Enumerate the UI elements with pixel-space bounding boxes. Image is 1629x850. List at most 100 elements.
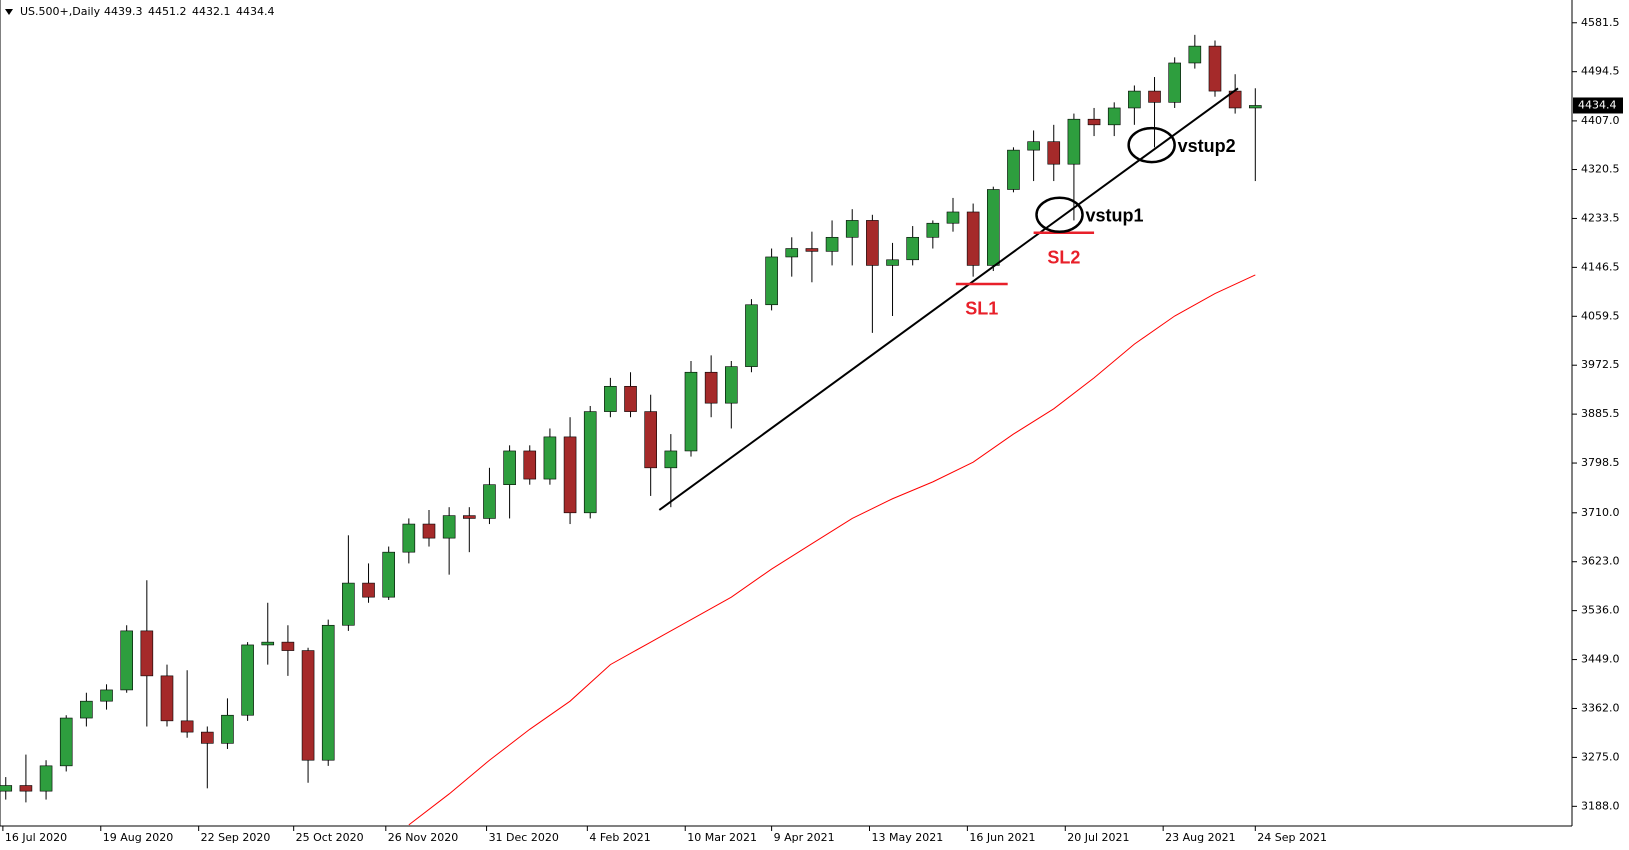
x-tick-label: 23 Aug 2021: [1165, 831, 1235, 844]
candle-body: [906, 236, 919, 261]
header-value: 4434.4: [236, 5, 275, 18]
candle-body: [1248, 105, 1262, 109]
x-tick-label: 24 Sep 2021: [1257, 831, 1327, 844]
y-tick-label: 3362.0: [1581, 701, 1620, 714]
moving-average: [408, 274, 1256, 826]
candle-body: [442, 515, 456, 539]
x-tick-label: 4 Feb 2021: [589, 831, 650, 844]
candle-body: [100, 689, 113, 702]
candle-body: [704, 371, 718, 404]
x-tick-label: 16 Jun 2021: [969, 831, 1035, 844]
candle-body: [583, 411, 597, 514]
x-tick-label: 9 Apr 2021: [774, 831, 835, 844]
trendline: [658, 87, 1239, 511]
candle-body: [523, 450, 537, 480]
candle-body: [745, 304, 758, 367]
y-tick-label: 4494.5: [1581, 65, 1620, 78]
candle-body: [39, 765, 53, 792]
header-value: 4451.2: [148, 5, 187, 18]
x-tick-label: 31 Dec 2020: [489, 831, 559, 844]
y-tick-label: 3623.0: [1581, 555, 1620, 568]
stop-label: SL1: [965, 299, 998, 319]
candle-body: [0, 785, 13, 792]
candle-body: [281, 641, 295, 651]
y-tick-label: 4233.5: [1581, 211, 1620, 224]
candle-body: [1027, 141, 1040, 151]
candle-body: [321, 624, 335, 761]
y-tick-label: 3449.0: [1581, 653, 1620, 666]
candle-body: [543, 436, 557, 480]
candle-body: [120, 630, 133, 691]
candle-body: [604, 385, 617, 412]
candle-body: [624, 385, 637, 412]
candle-body: [1128, 90, 1141, 109]
y-tick-label: 4146.5: [1581, 260, 1620, 273]
y-tick-label: 4407.0: [1581, 114, 1620, 127]
x-tick-label: 26 Nov 2020: [388, 831, 458, 844]
candle-body: [644, 411, 657, 469]
candle-body: [926, 222, 940, 238]
candle-body: [180, 720, 194, 733]
price-tag: [1573, 97, 1623, 114]
y-tick-label: 3536.0: [1581, 604, 1620, 617]
candle-body: [1208, 45, 1222, 92]
candle-body: [80, 700, 93, 719]
candle-body: [805, 248, 819, 252]
candle-body: [462, 515, 476, 519]
entry-label: vstup2: [1178, 136, 1236, 156]
entry-marker: [1127, 126, 1176, 164]
y-tick-label: 4320.5: [1581, 163, 1620, 176]
menu-arrow[interactable]: [5, 9, 13, 15]
candle-body: [160, 675, 174, 722]
y-tick-label: 3972.5: [1581, 358, 1620, 371]
candle-body: [966, 211, 980, 266]
candle-body: [1087, 118, 1101, 126]
x-tick-label: 20 Jul 2021: [1067, 831, 1129, 844]
candle-body: [785, 248, 799, 258]
candle-body: [402, 523, 416, 553]
candle-body: [301, 650, 315, 761]
entry-marker: [1035, 196, 1084, 234]
header-value: 4439.3: [104, 5, 143, 18]
y-tick-label: 4581.5: [1581, 16, 1620, 29]
candle-body: [1188, 45, 1202, 64]
candle-body: [986, 189, 1000, 266]
candle-body: [382, 551, 395, 598]
y-tick-label: 3798.5: [1581, 456, 1620, 469]
stop-label: SL2: [1047, 248, 1080, 268]
candle-body: [563, 436, 577, 514]
candle-body: [1067, 118, 1081, 165]
candle-body: [261, 641, 275, 646]
candle-body: [845, 220, 859, 238]
x-tick-label: 13 May 2021: [871, 831, 943, 844]
symbol-label: US.500+,Daily: [20, 5, 101, 18]
y-tick-label: 3275.0: [1581, 750, 1620, 763]
candle-body: [362, 582, 375, 598]
candle-body: [724, 366, 738, 404]
y-tick-label: 4059.5: [1581, 309, 1620, 322]
candle-body: [342, 582, 355, 626]
candle-body: [19, 785, 33, 792]
header-value: 4432.1: [192, 5, 231, 18]
candle-body: [200, 731, 214, 744]
candle-body: [140, 630, 154, 677]
x-tick-label: 10 Mar 2021: [687, 831, 757, 844]
x-tick-label: 25 Oct 2020: [296, 831, 364, 844]
candle-body: [241, 644, 254, 716]
price-tag-label: 4434.4: [1578, 98, 1617, 111]
candle-body: [1007, 149, 1020, 190]
candle-body: [825, 236, 839, 252]
candle-body: [886, 259, 899, 266]
y-tick-label: 3188.0: [1581, 799, 1620, 812]
entry-label: vstup1: [1086, 206, 1144, 226]
x-tick-label: 16 Jul 2020: [5, 831, 67, 844]
x-tick-label: 22 Sep 2020: [201, 831, 271, 844]
candle-body: [1107, 107, 1121, 126]
candle-body: [765, 256, 778, 306]
candle-body: [503, 450, 516, 485]
candle-body: [59, 717, 73, 767]
candle-body: [684, 371, 698, 452]
